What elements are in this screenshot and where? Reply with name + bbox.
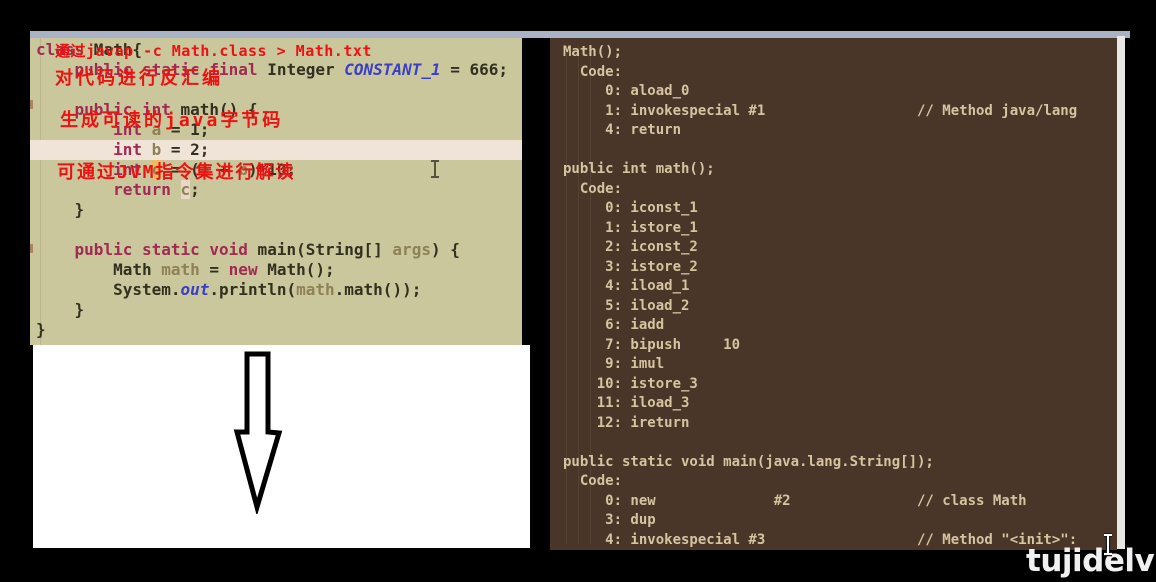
annotation-line: 对代码进行反汇编 <box>55 68 223 89</box>
annotation-line: 可通过JVM指令集进行解读 <box>57 162 296 183</box>
source-code-line: } <box>36 320 46 339</box>
console-scrollbar[interactable] <box>1117 36 1125 549</box>
source-code-line: public int math() { <box>74 100 258 119</box>
indent-guide <box>566 46 567 544</box>
source-code-line: } <box>36 200 85 219</box>
watermark: tujidelv <box>1026 543 1155 579</box>
annotation-line: 通过javap -c Math.class > Math.txt <box>55 42 372 60</box>
indent-guide <box>590 46 591 544</box>
source-code-line <box>30 220 522 240</box>
bytecode-console[interactable]: Math(); Code: 0: aload_0 1: invokespecia… <box>550 38 1117 550</box>
source-code-line: class Math{ <box>36 40 142 59</box>
source-code-line: int c = (a + b)*10; <box>113 160 297 179</box>
source-code-line: return c; <box>113 180 200 199</box>
bytecode-text: Math(); Code: 0: aload_0 1: invokespecia… <box>563 44 1078 548</box>
source-code-line: public static final Integer CONSTANT_1 =… <box>74 60 509 79</box>
text-cursor-icon <box>1104 533 1112 557</box>
source-code-line: System.out.println(math.math()); <box>36 280 422 299</box>
annotation-area <box>33 345 530 548</box>
source-code-line: public static void main(String[] args) { <box>74 240 460 259</box>
source-code-line: int a = 1; <box>113 120 210 139</box>
source-code-lines: class Math{ public static final Integer … <box>30 38 522 340</box>
source-code-line: } <box>36 300 85 319</box>
top-window-strip <box>30 31 1130 38</box>
indent-guide <box>578 46 579 544</box>
text-cursor-icon <box>431 160 439 178</box>
editor-gutter-line <box>40 38 41 345</box>
java-source-editor[interactable]: class Math{ public static final Integer … <box>30 38 522 345</box>
gutter-mark <box>30 244 33 253</box>
source-code-line: Math math = new Math(); <box>36 260 335 279</box>
source-code-line: int b = 2; <box>30 140 522 160</box>
down-arrow-annotation <box>233 351 283 514</box>
gutter-mark <box>30 100 33 109</box>
annotation-line: 生成可读的java字节码 <box>60 110 284 131</box>
